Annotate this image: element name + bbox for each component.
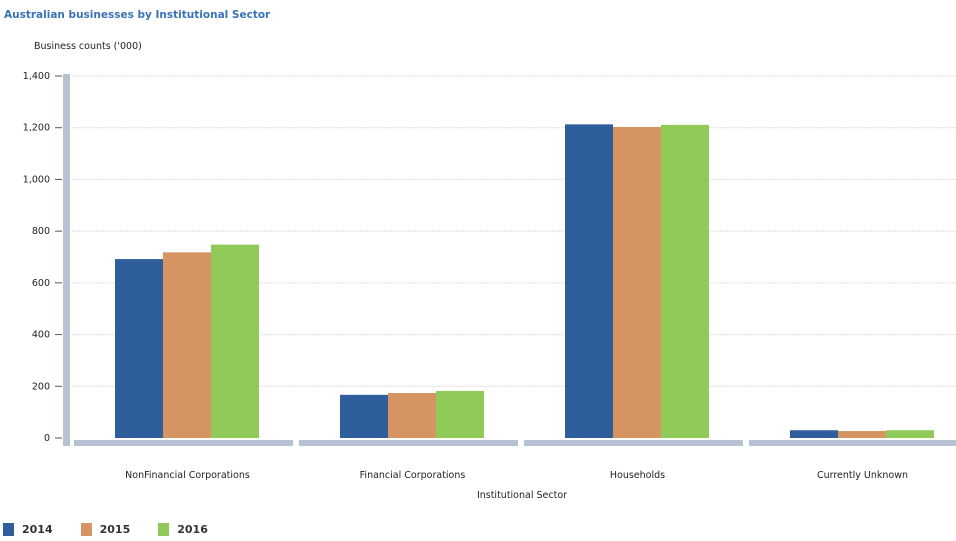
bar-2014-3	[790, 430, 838, 438]
bar-2014-1	[340, 394, 388, 438]
bar-2014-2	[565, 124, 613, 439]
legend-item-2014: 2014	[3, 523, 53, 536]
bar-2016-3	[886, 430, 934, 438]
x-category-label: NonFinancial Corporations	[125, 470, 250, 481]
x-axis-segment	[299, 440, 518, 446]
y-tick-label: 200	[32, 381, 50, 392]
bar-2015-2	[613, 126, 661, 438]
y-tick-label: 1,400	[23, 71, 50, 82]
legend-swatch	[80, 523, 92, 536]
y-tick-label: 400	[32, 330, 50, 341]
x-category-label: Currently Unknown	[817, 470, 908, 481]
x-axis-segment	[749, 440, 956, 446]
y-tick-label: 1,000	[23, 174, 50, 185]
bar-2016-0	[211, 244, 259, 438]
legend-label: 2016	[177, 523, 208, 536]
legend-swatch	[158, 523, 170, 536]
legend-item-2015: 2015	[80, 523, 131, 536]
legend: 2014 2015 2016	[3, 523, 208, 536]
bar-2016-1	[436, 390, 484, 438]
bar-2015-3	[838, 431, 886, 438]
bar-2015-1	[388, 393, 436, 438]
x-axis-title: Institutional Sector	[477, 490, 567, 501]
y-tick-label: 1,200	[23, 123, 50, 134]
x-axis-segment	[74, 440, 293, 446]
legend-swatch	[3, 523, 14, 536]
legend-item-2016: 2016	[158, 523, 208, 536]
x-category-label: Households	[610, 470, 665, 481]
y-tick-label: 600	[32, 278, 50, 289]
chart-title: Australian businesses by Institutional S…	[4, 9, 271, 21]
bar-2016-2	[661, 124, 709, 439]
y-tick-label: 800	[32, 226, 50, 237]
y-axis-title: Business counts ('000)	[34, 41, 142, 52]
x-category-label: Financial Corporations	[360, 470, 466, 481]
legend-label: 2015	[99, 523, 131, 536]
bar-2015-0	[163, 252, 211, 438]
bar-2014-0	[115, 259, 163, 438]
y-axis-line	[63, 74, 70, 446]
x-axis-segment	[524, 440, 743, 446]
legend-label: 2014	[22, 523, 53, 536]
y-tick-label: 0	[44, 433, 50, 444]
